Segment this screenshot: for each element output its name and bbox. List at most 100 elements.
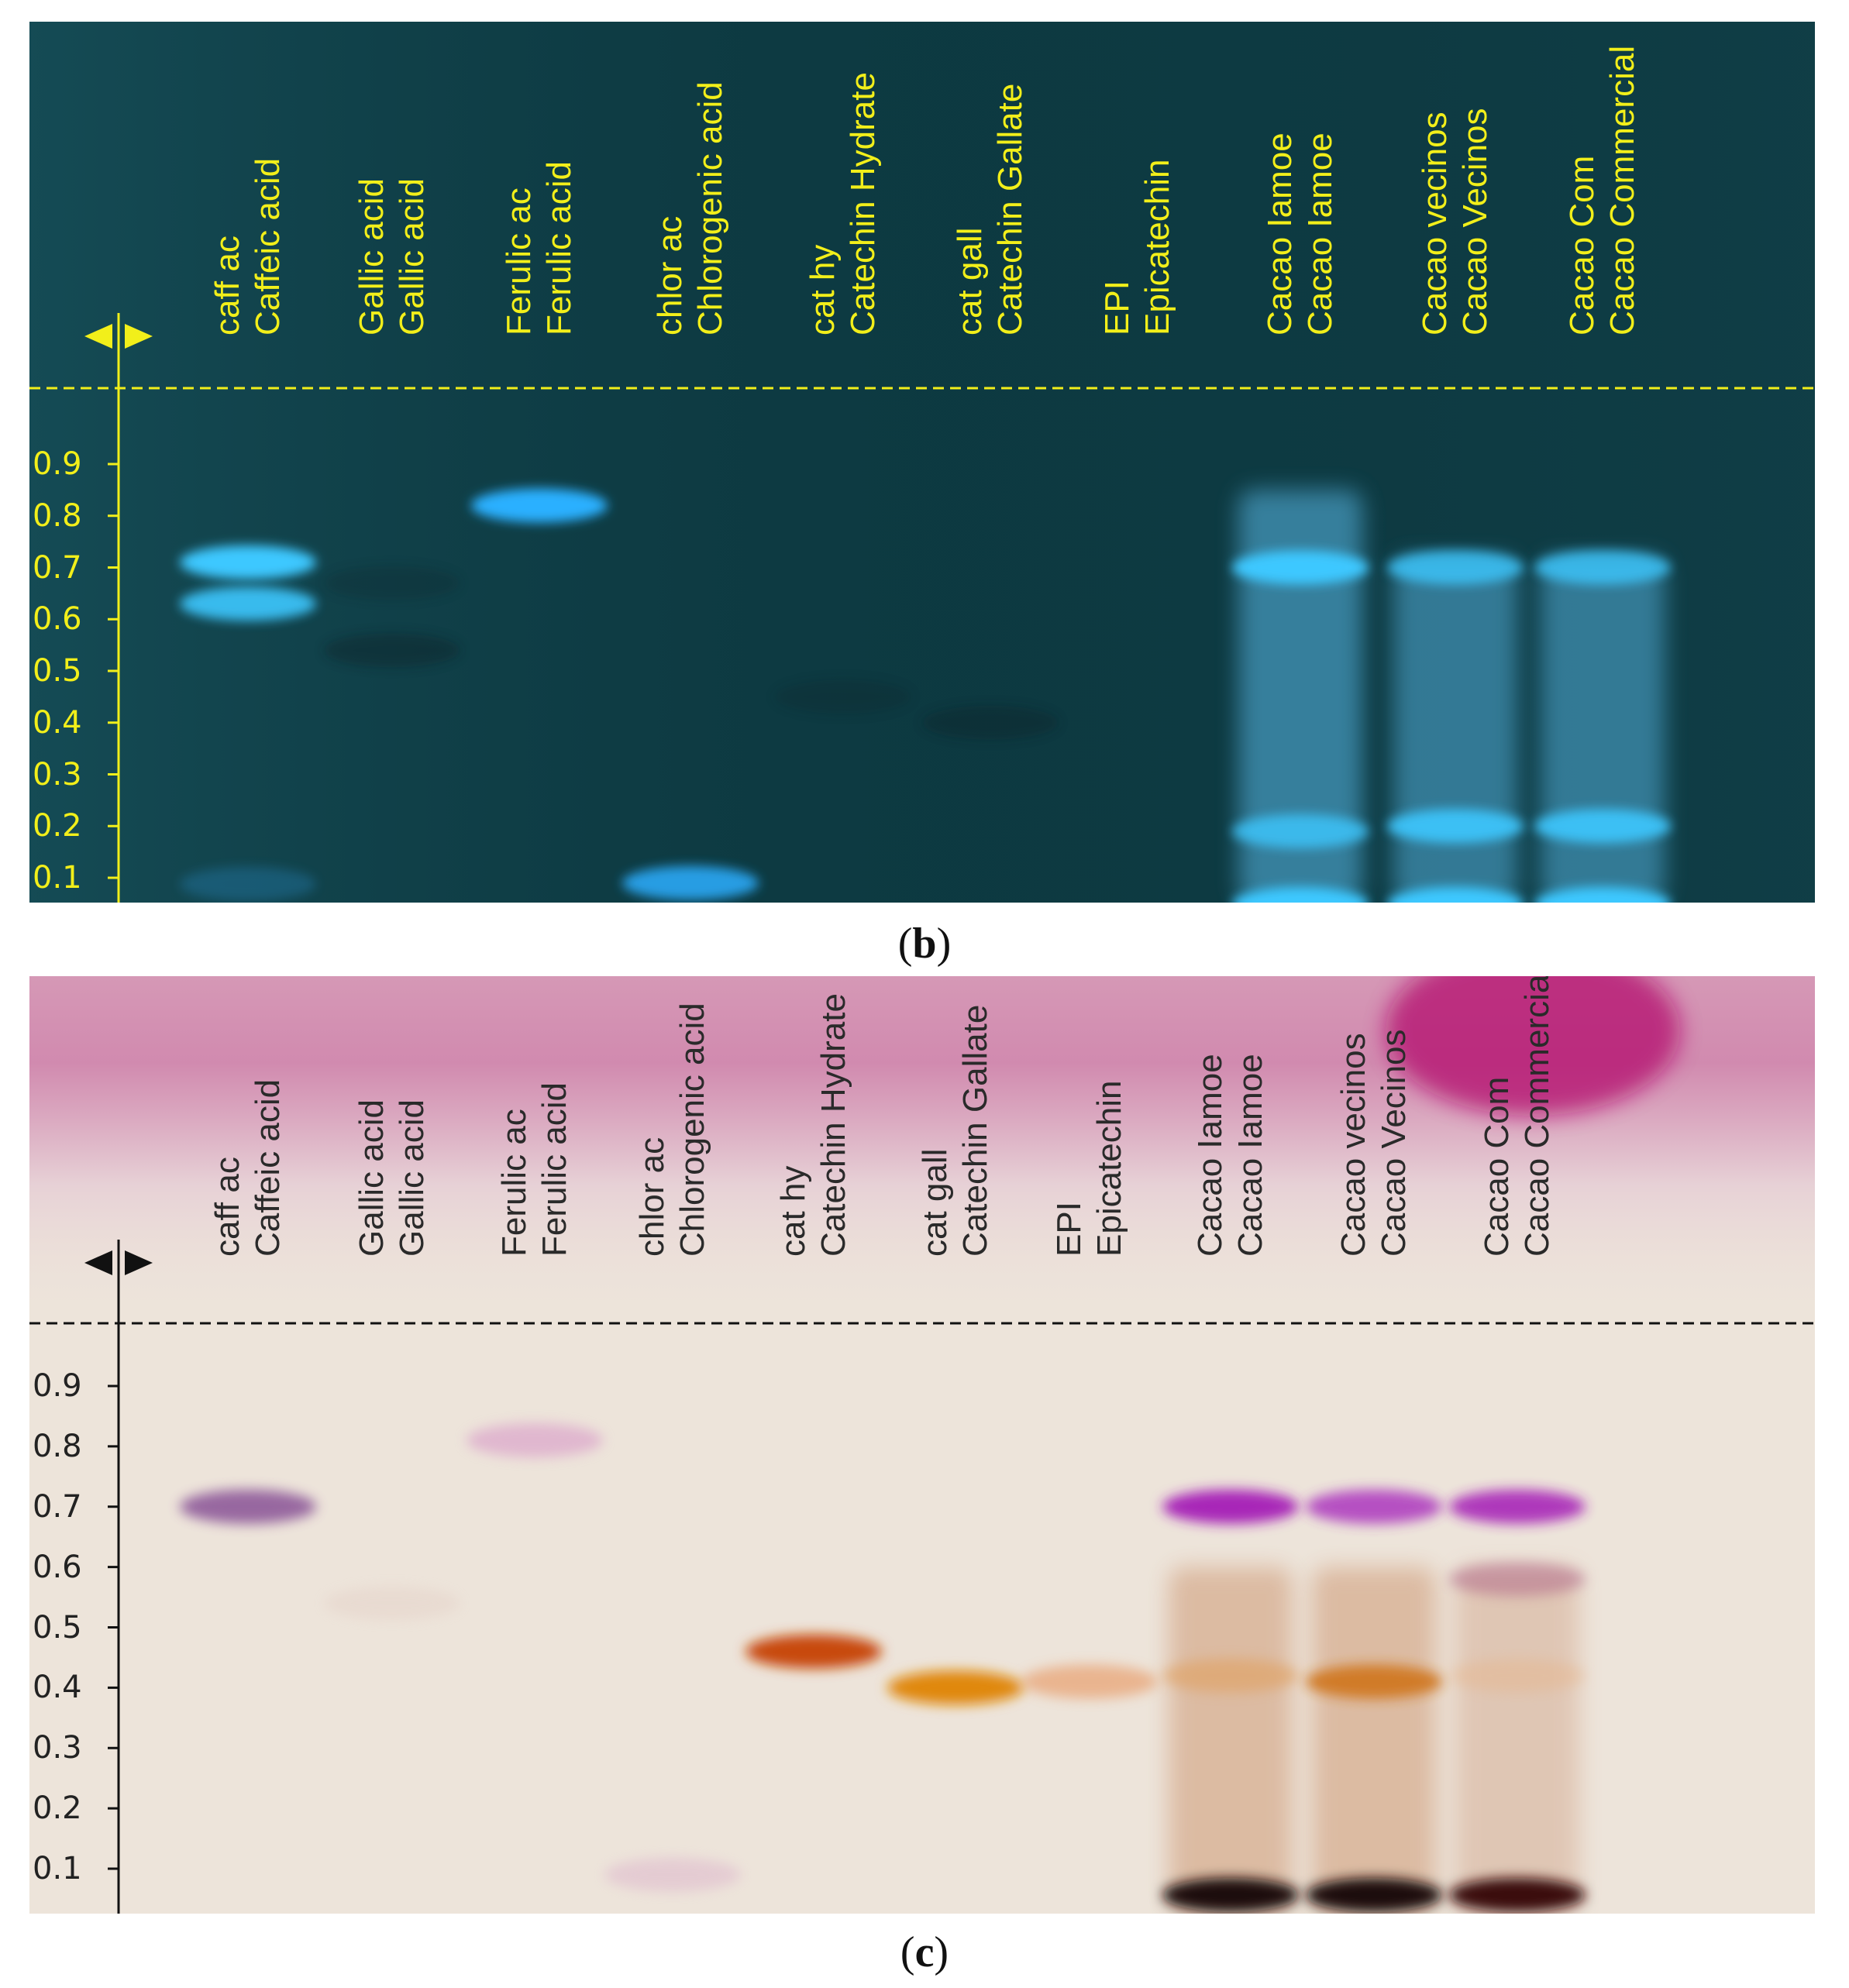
lane-label-short: EPI (1098, 280, 1136, 335)
lane-label-full: Cacao Iamoe (1301, 132, 1339, 335)
lane-label: EPI Epicatechin (1049, 1081, 1130, 1257)
lane-label-short: Cacao vecinos (1334, 1033, 1372, 1257)
rf-tick-label: 0.9 (33, 1368, 82, 1404)
lane-label-full: Ferulic acid (540, 161, 578, 335)
lane-label: Cacao vecinos Cacao Vecinos (1415, 108, 1496, 335)
lane-label: Cacao Iamoe Cacao Iamoe (1190, 1054, 1271, 1257)
rf-tick-label: 0.2 (33, 1790, 82, 1827)
lane-label-short: caff ac (208, 1157, 246, 1257)
lane-label: Gallic acid Gallic acid (352, 178, 432, 335)
lane-label-short: EPI (1050, 1202, 1088, 1257)
tlc-plate-uv-graphic (29, 22, 1815, 903)
right-arrow-icon (125, 324, 153, 349)
band (1449, 1658, 1586, 1693)
lane-label: cat gall Catechin Gallate (950, 84, 1031, 335)
lane-label-full: Cacao Commercial (1603, 45, 1641, 335)
band (1387, 886, 1524, 903)
band (1449, 1562, 1586, 1597)
lane-label: Cacao Com Cacao Commercia (1477, 976, 1558, 1257)
tlc-plate-uv: 0.9 0.8 0.7 0.6 0.5 0.4 0.3 0.2 0.1 caff ac Caffei… (29, 22, 1815, 903)
band (180, 1489, 316, 1524)
lane-label-short: Cacao Com (1478, 1076, 1516, 1257)
rf-tick-label: 0.6 (33, 1549, 82, 1585)
rf-tick-label: 0.2 (33, 808, 82, 844)
rf-tick-label: 0.8 (33, 497, 82, 534)
lane-label: EPI Epicatechin (1097, 160, 1178, 335)
lane-smear (1169, 1567, 1293, 1914)
panel-letter-c: c (914, 1928, 935, 1976)
lane-label-short: Cacao Iamoe (1191, 1054, 1229, 1257)
lane-label: chlor ac Chlorogenic acid (632, 1003, 713, 1257)
rf-tick-label: 0.9 (33, 446, 82, 482)
lane-label-short: Ferulic ac (495, 1109, 533, 1257)
band (324, 1586, 460, 1621)
band (467, 1423, 603, 1458)
band (1387, 809, 1524, 844)
tlc-plate-stained: 0.9 0.8 0.7 0.6 0.5 0.4 0.3 0.2 0.1 caff ac Caffei… (29, 976, 1815, 1914)
lane-label-short: caff ac (208, 236, 246, 335)
left-arrow-icon (84, 1250, 112, 1275)
dark-stain-spot (1386, 976, 1680, 1116)
lane-smear (1393, 557, 1517, 903)
lane-smear (1238, 490, 1362, 903)
lane-label: caff ac Caffeic acid (208, 1079, 288, 1257)
band (1021, 1664, 1158, 1699)
panel-caption-c: (c) (900, 1928, 949, 1976)
lane-label: caff ac Caffeic acid (208, 158, 288, 335)
lane-label-full: Chlorogenic acid (691, 81, 729, 335)
band (1306, 1664, 1442, 1699)
band (604, 1857, 741, 1892)
lane-label-full: Epicatechin (1138, 159, 1176, 335)
band (745, 1634, 882, 1669)
lane-label-full: Gallic acid (393, 178, 431, 335)
lane-label-short: Ferulic ac (500, 187, 538, 335)
band (1162, 1878, 1299, 1912)
left-arrow-icon (84, 324, 112, 349)
band (324, 566, 460, 600)
rf-tick-label: 0.1 (33, 1851, 82, 1887)
lane-label: Cacao Com Cacao Commercial (1562, 46, 1643, 335)
lane-label-full: Cacao Commercia (1518, 976, 1556, 1257)
band (622, 865, 759, 900)
lane-label: Ferulic ac Ferulic acid (494, 1082, 575, 1257)
lane-label-short: Cacao Iamoe (1261, 132, 1299, 335)
lane-label: cat hy Catechin Hydrate (773, 993, 854, 1257)
lane-label-full: Caffeic acid (249, 1078, 287, 1257)
band (1306, 1878, 1442, 1912)
lane-smear (1312, 1567, 1436, 1914)
lane-smear (1455, 1567, 1579, 1914)
rf-tick-label: 0.1 (33, 860, 82, 896)
lane-label: Cacao Iamoe Cacao Iamoe (1260, 132, 1341, 335)
band (887, 1670, 1024, 1705)
band (324, 633, 460, 668)
band (1232, 886, 1369, 903)
lane-label-full: Catechin Gallate (991, 83, 1029, 335)
rf-tick-label: 0.8 (33, 1428, 82, 1464)
rf-tick-label: 0.4 (33, 1670, 82, 1706)
lane-label-full: Cacao Vecinos (1456, 108, 1494, 335)
band (1449, 1489, 1586, 1524)
band (180, 545, 316, 580)
lane-label-full: Caffeic acid (249, 157, 287, 335)
lane-label-full: Epicatechin (1090, 1080, 1128, 1257)
lane-label-full: Cacao Iamoe (1231, 1054, 1269, 1257)
band (1449, 1878, 1586, 1912)
band (180, 867, 316, 901)
lane-label-short: chlor ac (633, 1137, 671, 1257)
band (1162, 1489, 1299, 1524)
band (1232, 550, 1369, 585)
lane-label: Cacao vecinos Cacao Vecinos (1334, 1029, 1414, 1257)
lane-label-short: Cacao vecinos (1416, 112, 1454, 335)
lane-label-short: cat hy (774, 1165, 812, 1257)
lane-smear (1541, 557, 1665, 903)
band (1232, 813, 1369, 848)
band (922, 705, 1059, 740)
lane-label-full: Ferulic acid (535, 1082, 573, 1257)
lane-label-short: Gallic acid (353, 1099, 391, 1257)
band (180, 586, 316, 621)
rf-tick-label: 0.7 (33, 549, 82, 586)
band (471, 488, 608, 523)
band (1306, 1489, 1442, 1524)
lane-label-full: Catechin Hydrate (844, 72, 882, 335)
lane-label-short: Gallic acid (353, 178, 391, 335)
